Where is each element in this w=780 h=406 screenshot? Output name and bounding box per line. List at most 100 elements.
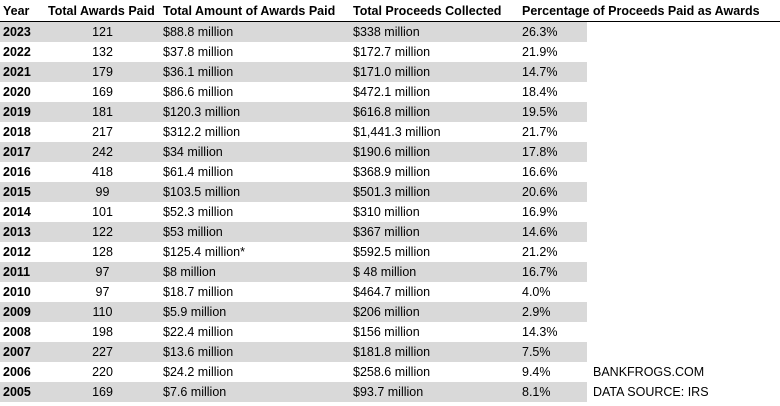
cell-percentage: 14.7% [519,62,587,82]
cell-proceeds: $616.8 million [350,102,519,122]
cell-percentage: 16.7% [519,262,587,282]
cell-awards-paid: 227 [45,342,160,362]
cell-note [587,302,780,322]
table-body: 2023 121 $88.8 million $338 million 26.3% 202… [0,21,780,402]
cell-awards-paid: 198 [45,322,160,342]
table-row: 2013 122 $53 million $367 million 14.6% [0,222,780,242]
cell-proceeds: $472.1 million [350,82,519,102]
cell-amount-paid: $8 million [160,262,350,282]
cell-proceeds: $1,441.3 million [350,122,519,142]
table-row: 2007 227 $13.6 million $181.8 million 7.5% [0,342,780,362]
cell-awards-paid: 179 [45,62,160,82]
cell-note [587,322,780,342]
cell-note [587,62,780,82]
cell-awards-paid: 181 [45,102,160,122]
cell-awards-paid: 97 [45,262,160,282]
cell-amount-paid: $125.4 million* [160,242,350,262]
cell-awards-paid: 242 [45,142,160,162]
cell-percentage: 16.6% [519,162,587,182]
table-row: 2010 97 $18.7 million $464.7 million 4.0% [0,282,780,302]
cell-amount-paid: $18.7 million [160,282,350,302]
cell-year: 2012 [0,242,45,262]
cell-amount-paid: $5.9 million [160,302,350,322]
cell-year: 2006 [0,362,45,382]
cell-awards-paid: 217 [45,122,160,142]
cell-year: 2010 [0,282,45,302]
cell-awards-paid: 128 [45,242,160,262]
cell-proceeds: $368.9 million [350,162,519,182]
cell-amount-paid: $120.3 million [160,102,350,122]
cell-note [587,122,780,142]
cell-percentage: 16.9% [519,202,587,222]
table-row: 2009 110 $5.9 million $206 million 2.9% [0,302,780,322]
cell-awards-paid: 121 [45,21,160,42]
cell-amount-paid: $22.4 million [160,322,350,342]
cell-percentage: 21.2% [519,242,587,262]
cell-amount-paid: $24.2 million [160,362,350,382]
table-row: 2015 99 $103.5 million $501.3 million 20.6% [0,182,780,202]
cell-amount-paid: $103.5 million [160,182,350,202]
table-row: 2011 97 $8 million $ 48 million 16.7% [0,262,780,282]
table-row: 2006 220 $24.2 million $258.6 million 9.4% BA… [0,362,780,382]
cell-year: 2005 [0,382,45,402]
cell-percentage: 14.6% [519,222,587,242]
cell-note [587,342,780,362]
cell-year: 2022 [0,42,45,62]
cell-amount-paid: $37.8 million [160,42,350,62]
cell-proceeds: $190.6 million [350,142,519,162]
cell-note [587,282,780,302]
cell-note [587,42,780,62]
cell-awards-paid: 220 [45,362,160,382]
cell-proceeds: $93.7 million [350,382,519,402]
cell-year: 2014 [0,202,45,222]
cell-amount-paid: $61.4 million [160,162,350,182]
cell-percentage: 14.3% [519,322,587,342]
cell-note: BANKFROGS.COM [587,362,780,382]
cell-note [587,82,780,102]
table-row: 2008 198 $22.4 million $156 million 14.3% [0,322,780,342]
cell-proceeds: $464.7 million [350,282,519,302]
cell-proceeds: $181.8 million [350,342,519,362]
cell-year: 2007 [0,342,45,362]
cell-year: 2013 [0,222,45,242]
header-row: Year Total Awards Paid Total Amount of A… [0,0,780,22]
table-row: 2021 179 $36.1 million $171.0 million 14.7% [0,62,780,82]
cell-year: 2023 [0,21,45,42]
cell-proceeds: $156 million [350,322,519,342]
cell-awards-paid: 169 [45,382,160,402]
cell-percentage: 8.1% [519,382,587,402]
cell-note: DATA SOURCE: IRS [587,382,780,402]
cell-proceeds: $206 million [350,302,519,322]
cell-note [587,182,780,202]
cell-awards-paid: 101 [45,202,160,222]
cell-amount-paid: $52.3 million [160,202,350,222]
cell-amount-paid: $312.2 million [160,122,350,142]
cell-percentage: 20.6% [519,182,587,202]
cell-amount-paid: $53 million [160,222,350,242]
cell-year: 2015 [0,182,45,202]
cell-awards-paid: 97 [45,282,160,302]
cell-note [587,142,780,162]
cell-year: 2020 [0,82,45,102]
table-row: 2012 128 $125.4 million* $592.5 million 21.2… [0,242,780,262]
cell-proceeds: $258.6 million [350,362,519,382]
cell-note [587,162,780,182]
cell-amount-paid: $34 million [160,142,350,162]
table-row: 2018 217 $312.2 million $1,441.3 million 21.… [0,122,780,142]
cell-year: 2021 [0,62,45,82]
cell-year: 2008 [0,322,45,342]
cell-proceeds: $592.5 million [350,242,519,262]
cell-amount-paid: $7.6 million [160,382,350,402]
cell-awards-paid: 132 [45,42,160,62]
cell-percentage: 26.3% [519,21,587,42]
cell-note [587,222,780,242]
cell-percentage: 4.0% [519,282,587,302]
cell-note [587,21,780,42]
cell-note [587,102,780,122]
cell-percentage: 9.4% [519,362,587,382]
cell-proceeds: $338 million [350,21,519,42]
cell-year: 2017 [0,142,45,162]
cell-percentage: 21.9% [519,42,587,62]
cell-percentage: 18.4% [519,82,587,102]
